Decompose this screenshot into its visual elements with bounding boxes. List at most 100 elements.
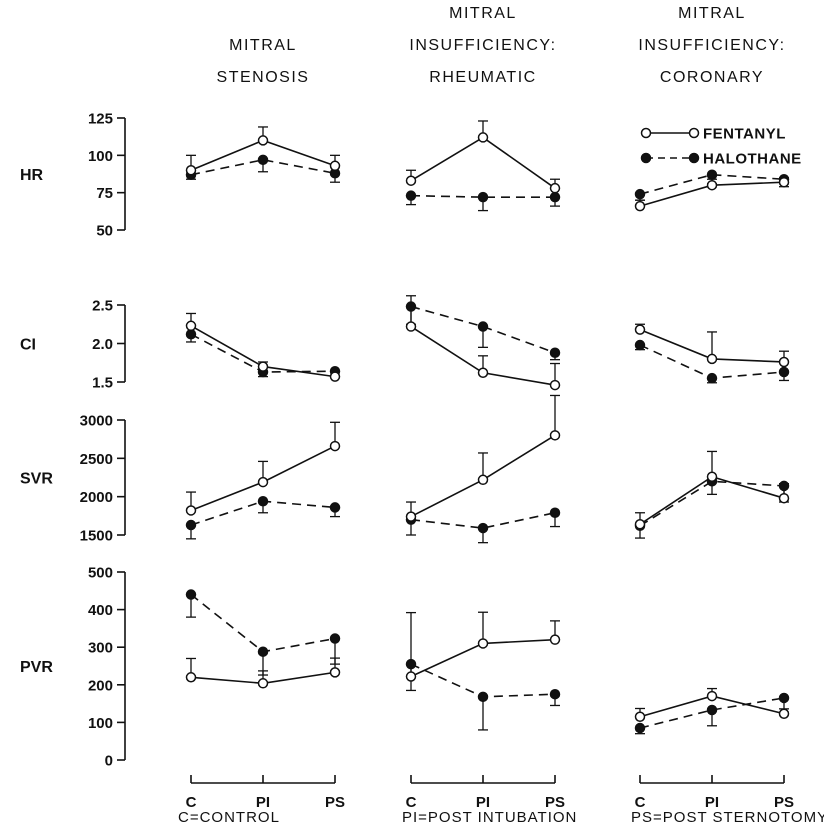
legend-label-1: FENTANYL: [703, 126, 786, 143]
y-tick-label: 2.0: [92, 336, 113, 353]
fentanyl-point: [329, 667, 341, 678]
row-hr: 50 75 100 125 HR: [20, 111, 790, 240]
fentanyl-point: [257, 476, 269, 488]
column-heading-3-line-2: INSUFFICIENCY:: [638, 37, 785, 54]
y-tick-label: 75: [96, 185, 113, 202]
footnote-item-3: PS=POST STERNOTOMY: [631, 809, 824, 823]
panel-svr-1: [185, 421, 341, 540]
halothane-point: [477, 321, 489, 332]
fentanyl-point: [778, 492, 790, 504]
fentanyl-point: [405, 511, 417, 522]
halothane-point: [634, 188, 646, 200]
y-tick-label: 400: [88, 602, 113, 619]
panel-hr-2: [405, 120, 561, 212]
fentanyl-point: [634, 200, 646, 212]
y-tick-label: 2500: [80, 451, 113, 468]
y-tick-label: 3000: [80, 413, 113, 430]
x-tick-label-pi: PI: [705, 794, 719, 811]
fentanyl-point: [257, 361, 269, 372]
y-tick-label: 2.5: [92, 298, 113, 315]
fentanyl-point: [778, 356, 790, 368]
panel-hr-1: [185, 126, 341, 183]
x-tick-label-ps: PS: [325, 794, 345, 811]
legend-marker-right-1: [688, 127, 700, 139]
footnote-item-1: C=CONTROL: [178, 809, 280, 823]
halothane-point: [257, 154, 269, 166]
column-heading-2-line-2: INSUFFICIENCY:: [409, 37, 556, 54]
halothane-point: [634, 339, 646, 351]
fentanyl-point: [329, 440, 341, 452]
fentanyl-point: [477, 638, 489, 649]
y-tick-label: 125: [88, 111, 113, 128]
halothane-line: [410, 194, 555, 198]
fentanyl-point: [549, 182, 561, 194]
chart-rows: 5075100125HR1.52.02.5CI1500200025003000S…: [20, 111, 790, 770]
halothane-line: [410, 305, 556, 354]
fentanyl-point: [185, 672, 197, 683]
halothane-point: [185, 519, 197, 531]
panel-hr-3: [634, 169, 790, 212]
halothane-point: [706, 169, 718, 180]
fentanyl-point: [549, 634, 561, 645]
fentanyl-point: [477, 367, 489, 379]
y-tick-label: 50: [96, 223, 113, 240]
fentanyl-point: [405, 175, 417, 186]
panel-ci-1: [185, 312, 341, 382]
halothane-point: [549, 507, 561, 519]
y-tick-label: 300: [88, 640, 113, 657]
row-label-hr: HR: [20, 167, 44, 184]
y-tick-label: 100: [88, 148, 113, 165]
legend-marker-left-2: [640, 152, 652, 164]
x-axes: C PI PS C PI PS C PI PS: [186, 775, 794, 811]
halothane-point: [706, 372, 718, 384]
column-heading-1-line-2: STENOSIS: [217, 69, 310, 86]
row-pvr: 0 100 200 300 400 500 PVR: [20, 565, 790, 770]
halothane-point: [185, 329, 197, 340]
fentanyl-point: [634, 324, 646, 335]
x-tick-label-c: C: [406, 794, 417, 811]
fentanyl-point: [329, 371, 341, 382]
column-heading-3-line-1: MITRAL: [678, 5, 746, 22]
fentanyl-point: [706, 179, 718, 191]
column-heading-2-line-1: MITRAL: [449, 5, 517, 22]
halothane-point: [778, 692, 790, 704]
halothane-line: [639, 173, 785, 195]
halothane-line: [190, 593, 336, 653]
y-tick-label: 100: [88, 715, 113, 732]
fentanyl-point: [706, 690, 718, 702]
halothane-point: [257, 646, 269, 657]
legend: FENTANYL HALOTHANE: [640, 126, 801, 168]
x-tick-label-pi: PI: [476, 794, 490, 811]
halothane-point: [329, 633, 341, 644]
x-tick-label-pi: PI: [256, 794, 270, 811]
fentanyl-point: [257, 678, 269, 689]
footnote-item-2: PI=POST INTUBATION: [402, 809, 577, 823]
fentanyl-point: [329, 160, 341, 172]
panel-pvr-3: [634, 687, 790, 735]
halothane-point: [549, 191, 561, 203]
y-tick-label: 500: [88, 565, 113, 582]
halothane-point: [706, 704, 718, 716]
y-tick-label: 0: [105, 753, 113, 770]
y-tick-label: 2000: [80, 489, 113, 506]
halothane-point: [549, 688, 561, 700]
x-tick-label-c: C: [186, 794, 197, 811]
fentanyl-point: [477, 474, 489, 486]
fentanyl-line: [410, 136, 556, 189]
panel-pvr-1: [185, 589, 341, 689]
fentanyl-point: [778, 176, 790, 188]
panel-svr-3: [634, 450, 790, 539]
halothane-point: [634, 722, 646, 734]
column-headings: MITRAL STENOSIS MITRAL INSUFFICIENCY: RHEUMA…: [217, 5, 785, 86]
fentanyl-point: [405, 671, 417, 682]
footnote: C=CONTROL PI=POST INTUBATION PS=POST STERN…: [178, 809, 824, 823]
row-label-pvr: PVR: [20, 659, 53, 676]
fentanyl-point: [706, 353, 718, 365]
fentanyl-point: [185, 320, 197, 332]
column-heading-1-line-1: MITRAL: [229, 37, 297, 54]
halothane-point: [405, 190, 417, 201]
y-tick-label: 1500: [80, 528, 113, 545]
row-label-svr: SVR: [20, 471, 53, 488]
panel-svr-2: [405, 394, 561, 544]
